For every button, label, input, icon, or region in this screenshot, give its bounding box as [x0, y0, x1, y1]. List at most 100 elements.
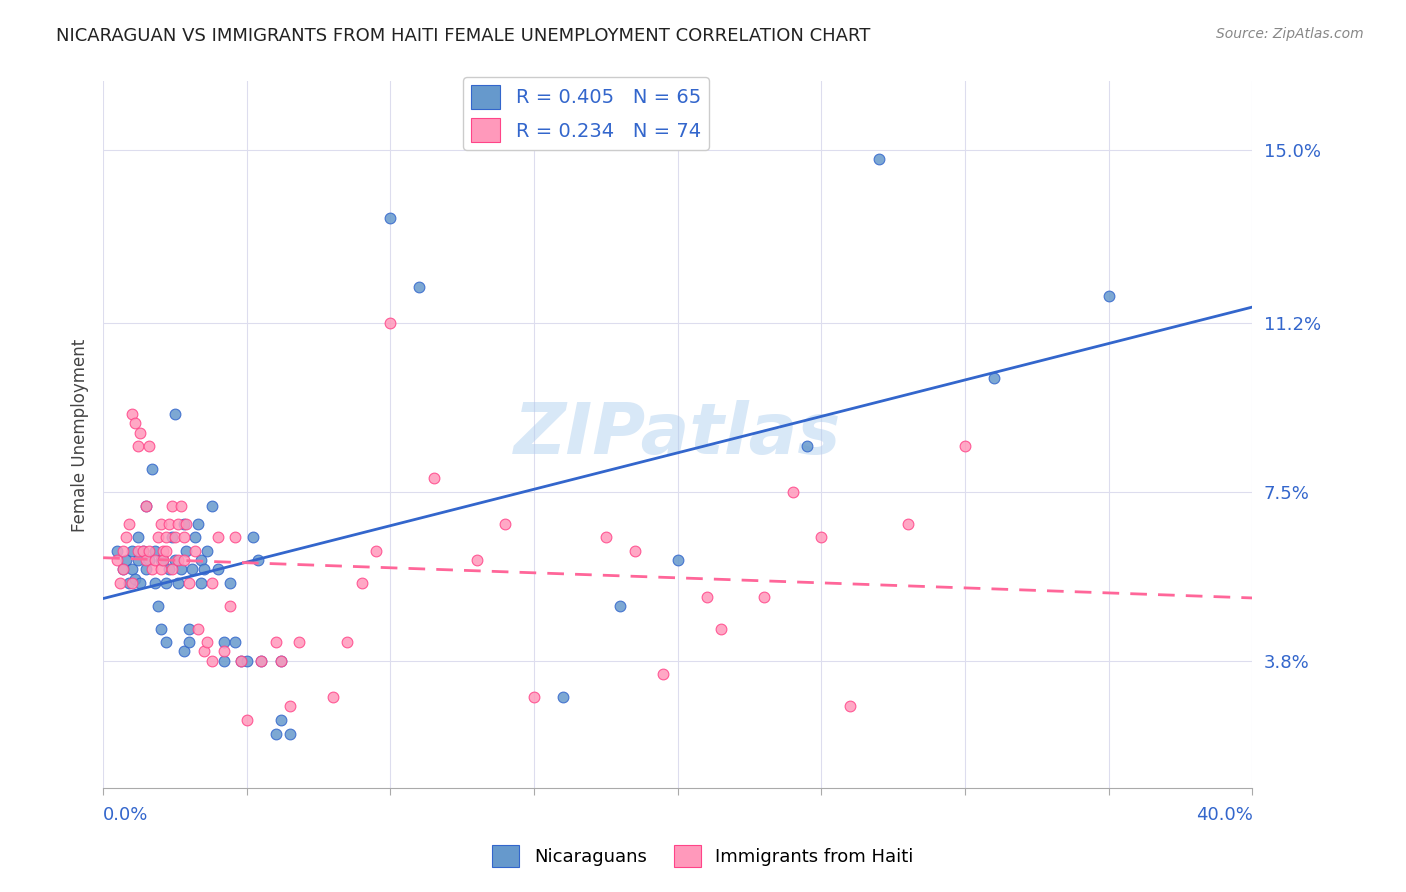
Point	[121, 408, 143, 422]
Point	[143, 576, 166, 591]
Point	[173, 516, 195, 531]
Point	[181, 562, 204, 576]
Point	[149, 516, 172, 531]
Point	[595, 531, 617, 545]
Point	[112, 544, 135, 558]
Legend: R = 0.405   N = 65, R = 0.234   N = 74: R = 0.405 N = 65, R = 0.234 N = 74	[463, 77, 709, 150]
Point	[110, 576, 132, 591]
Point	[195, 635, 218, 649]
Point	[953, 439, 976, 453]
Point	[623, 544, 645, 558]
Text: ZIPatlas: ZIPatlas	[515, 401, 841, 469]
Point	[270, 654, 292, 668]
Point	[264, 635, 287, 649]
Point	[782, 484, 804, 499]
Point	[229, 654, 252, 668]
Point	[163, 531, 186, 545]
Point	[157, 516, 180, 531]
Point	[124, 572, 146, 586]
Point	[121, 562, 143, 576]
Point	[155, 635, 177, 649]
Point	[494, 516, 516, 531]
Point	[166, 516, 188, 531]
Point	[250, 654, 273, 668]
Point	[364, 544, 387, 558]
Point	[190, 576, 212, 591]
Point	[135, 553, 157, 567]
Point	[155, 531, 177, 545]
Point	[163, 553, 186, 567]
Legend: Nicaraguans, Immigrants from Haiti: Nicaraguans, Immigrants from Haiti	[485, 838, 921, 874]
Point	[135, 562, 157, 576]
Point	[160, 531, 183, 545]
Point	[236, 713, 259, 727]
Point	[422, 471, 444, 485]
Point	[179, 576, 201, 591]
Point	[152, 544, 174, 558]
Point	[236, 654, 259, 668]
Point	[666, 553, 689, 567]
Point	[270, 713, 292, 727]
Point	[218, 576, 240, 591]
Point	[173, 531, 195, 545]
Point	[146, 599, 169, 613]
Point	[107, 544, 129, 558]
Point	[115, 553, 138, 567]
Point	[132, 544, 155, 558]
Point	[287, 635, 309, 649]
Point	[270, 654, 292, 668]
Point	[173, 553, 195, 567]
Point	[141, 462, 163, 476]
Point	[129, 576, 152, 591]
Point	[380, 316, 402, 330]
Point	[278, 726, 301, 740]
Point	[229, 654, 252, 668]
Point	[242, 531, 264, 545]
Point	[201, 499, 224, 513]
Point	[112, 562, 135, 576]
Point	[551, 690, 574, 705]
Point	[173, 644, 195, 658]
Point	[124, 417, 146, 431]
Point	[163, 408, 186, 422]
Point	[132, 544, 155, 558]
Point	[138, 439, 160, 453]
Point	[250, 654, 273, 668]
Point	[190, 553, 212, 567]
Point	[652, 667, 675, 681]
Point	[201, 654, 224, 668]
Point	[278, 699, 301, 714]
Point	[127, 531, 149, 545]
Point	[710, 622, 733, 636]
Point	[187, 622, 209, 636]
Point	[121, 544, 143, 558]
Point	[184, 531, 207, 545]
Text: NICARAGUAN VS IMMIGRANTS FROM HAITI FEMALE UNEMPLOYMENT CORRELATION CHART: NICARAGUAN VS IMMIGRANTS FROM HAITI FEMA…	[56, 27, 870, 45]
Point	[127, 439, 149, 453]
Point	[160, 499, 183, 513]
Point	[112, 562, 135, 576]
Point	[336, 635, 359, 649]
Point	[868, 152, 890, 166]
Point	[179, 635, 201, 649]
Point	[179, 622, 201, 636]
Point	[523, 690, 546, 705]
Point	[135, 499, 157, 513]
Point	[796, 439, 818, 453]
Point	[152, 553, 174, 567]
Point	[207, 562, 229, 576]
Point	[160, 562, 183, 576]
Point	[810, 531, 832, 545]
Point	[176, 516, 198, 531]
Point	[224, 635, 246, 649]
Point	[149, 562, 172, 576]
Point	[152, 553, 174, 567]
Point	[129, 425, 152, 440]
Text: Source: ZipAtlas.com: Source: ZipAtlas.com	[1216, 27, 1364, 41]
Y-axis label: Female Unemployment: Female Unemployment	[72, 338, 89, 532]
Point	[157, 562, 180, 576]
Point	[201, 576, 224, 591]
Point	[149, 622, 172, 636]
Point	[380, 211, 402, 226]
Point	[141, 562, 163, 576]
